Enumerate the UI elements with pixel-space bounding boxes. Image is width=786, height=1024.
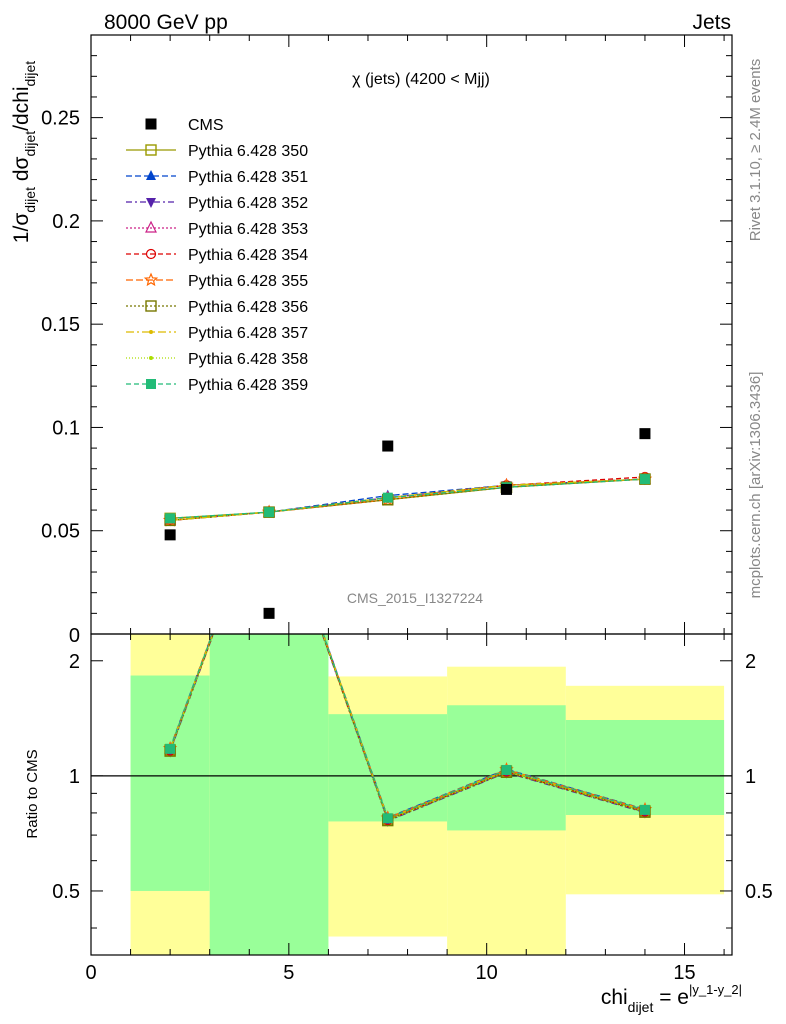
legend-label: Pythia 6.428 356 xyxy=(188,299,308,316)
band-inner xyxy=(130,675,210,891)
legend-label: Pythia 6.428 354 xyxy=(188,247,308,264)
x-axis-label: chidijet = e|y_1-y_2| xyxy=(601,982,742,1015)
watermark: CMS_2015_I1327224 xyxy=(347,590,483,606)
y-tick-label: 0.25 xyxy=(41,108,80,130)
x-tick-label: 10 xyxy=(476,962,498,984)
ratio-marker xyxy=(382,813,393,824)
legend-marker xyxy=(149,330,153,334)
ratio-marker xyxy=(501,764,512,775)
series-marker xyxy=(165,513,176,524)
x-ticks: 0 5 10 15 xyxy=(85,35,725,984)
legend-marker xyxy=(145,300,157,312)
series-line xyxy=(170,478,646,522)
cms-point xyxy=(382,440,394,452)
legend: CMS Pythia 6.428 350 Pythia 6.428 351 Pythi… xyxy=(126,117,308,394)
y-tick-label: 0.15 xyxy=(41,314,80,336)
band-inner xyxy=(209,634,329,955)
series-line xyxy=(170,478,646,519)
y-tick-label: 0.2 xyxy=(52,211,80,233)
ratio-y-tick-label-right: 2 xyxy=(745,651,756,673)
bottom-y-ticks: 0.5 0.5 1 1 2 2 xyxy=(52,651,773,929)
y-tick-label: 0.1 xyxy=(52,417,80,439)
series-line xyxy=(170,478,646,522)
y-tick-label-zero: 0 xyxy=(69,625,80,647)
header-left: 8000 GeV pp xyxy=(104,11,228,34)
legend-marker xyxy=(146,379,156,389)
legend-label: Pythia 6.428 351 xyxy=(188,169,308,186)
legend-label: Pythia 6.428 355 xyxy=(188,273,308,290)
ratio-marker xyxy=(165,743,176,754)
ratio-y-tick-label: 1 xyxy=(69,766,80,788)
legend-marker xyxy=(146,198,156,208)
top-y-ticks: 0.05 0.1 0.15 0.2 0.25 0 xyxy=(41,55,732,647)
ratio-y-tick-label: 2 xyxy=(69,651,80,673)
band-inner xyxy=(328,714,448,822)
ratio-series xyxy=(162,634,653,827)
cms-point xyxy=(263,607,275,619)
legend-marker xyxy=(143,272,159,287)
cms-point xyxy=(164,529,176,541)
cms-point xyxy=(500,483,512,495)
bottom-frame xyxy=(90,633,733,956)
legend-marker xyxy=(146,170,156,180)
legend-label: Pythia 6.428 359 xyxy=(188,377,308,394)
top-y-axis-label: 1/σdijet dσdijet/dchidijet xyxy=(10,61,38,243)
legend-marker-cms xyxy=(145,118,157,130)
x-tick-label: 0 xyxy=(85,962,96,984)
series-marker xyxy=(264,507,275,518)
legend-label-cms: CMS xyxy=(188,117,224,134)
mcplots-label: mcplots.cern.ch [arXiv:1306.3436] xyxy=(747,372,764,599)
ratio-y-tick-label: 0.5 xyxy=(52,881,80,903)
cms-point xyxy=(639,428,651,440)
header-right: Jets xyxy=(692,11,731,34)
legend-label: Pythia 6.428 357 xyxy=(188,325,308,342)
mc-series xyxy=(162,471,653,527)
y-tick-label: 0.05 xyxy=(41,521,80,543)
cms-data-points xyxy=(164,428,651,619)
ratio-y-tick-label-right: 1 xyxy=(745,766,756,788)
series-marker xyxy=(382,492,393,503)
legend-marker xyxy=(145,220,157,233)
legend-label: Pythia 6.428 352 xyxy=(188,195,308,212)
bottom-y-axis-label: Ratio to CMS xyxy=(24,749,41,838)
series-line xyxy=(170,478,646,519)
band-inner xyxy=(565,720,725,816)
legend-marker xyxy=(149,356,153,360)
legend-marker xyxy=(145,248,157,260)
rivet-label: Rivet 3.1.10, ≥ 2.4M events xyxy=(747,59,764,242)
ratio-y-tick-label-right: 0.5 xyxy=(745,881,773,903)
legend-label: Pythia 6.428 353 xyxy=(188,221,308,238)
legend-label: Pythia 6.428 358 xyxy=(188,351,308,368)
legend-label: Pythia 6.428 350 xyxy=(188,143,308,160)
axes-frames xyxy=(90,34,733,956)
ratio-marker xyxy=(639,804,650,815)
series-marker xyxy=(639,474,650,485)
x-tick-label: 15 xyxy=(673,962,695,984)
ratio-uncertainty-bands xyxy=(130,634,725,955)
legend-marker xyxy=(145,144,157,156)
plot-title: χ (jets) (4200 < Mjj) xyxy=(352,71,490,88)
x-tick-label: 5 xyxy=(283,962,294,984)
